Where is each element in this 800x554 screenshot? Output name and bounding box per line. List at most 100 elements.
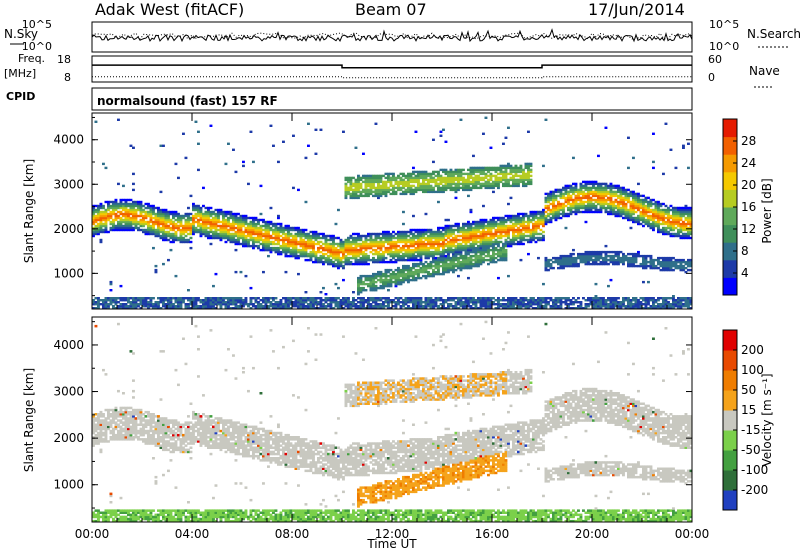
power-cell — [154, 268, 158, 272]
power-cell — [94, 208, 98, 212]
power-cell — [467, 240, 470, 244]
power-cell — [442, 240, 445, 244]
power-cell — [409, 184, 413, 188]
power-cell — [132, 216, 135, 220]
power-cell — [429, 305, 433, 308]
power-cell — [179, 301, 183, 304]
power-cell — [247, 305, 250, 308]
power-cell — [269, 250, 273, 254]
power-cell — [347, 180, 350, 184]
power-cell — [212, 220, 215, 224]
power-cell — [482, 246, 485, 250]
power-cell — [419, 234, 423, 238]
power-cell — [467, 260, 470, 264]
power-cell — [429, 230, 433, 234]
power-cell — [377, 307, 380, 310]
power-cell — [104, 228, 108, 232]
power-cell — [364, 236, 368, 240]
power-cell — [399, 282, 403, 286]
power-cell — [359, 246, 363, 250]
power-cell — [137, 222, 140, 226]
power-cell — [272, 248, 275, 252]
power-cell — [424, 276, 428, 280]
power-cell — [359, 186, 363, 190]
power-cell — [372, 194, 375, 198]
power-cell — [334, 264, 338, 268]
power-cell — [172, 307, 175, 310]
power-cell — [302, 228, 305, 232]
power-cell — [457, 250, 460, 254]
power-cell — [342, 266, 345, 270]
power-cell — [502, 256, 505, 260]
power-cell — [469, 170, 473, 174]
power-cell — [292, 238, 295, 242]
power-cell — [182, 301, 185, 304]
power-cell — [299, 230, 303, 234]
power-cell — [447, 268, 450, 272]
power-cell — [269, 242, 273, 246]
power-cell — [464, 178, 468, 182]
power-cell — [477, 220, 480, 224]
power-cell — [419, 188, 423, 192]
power-cell — [462, 188, 465, 192]
power-cell — [244, 230, 248, 234]
power-cell — [389, 254, 393, 258]
power-cell — [287, 303, 290, 306]
power-cell — [269, 124, 273, 127]
power-cell — [194, 297, 198, 300]
power-cell — [379, 274, 383, 278]
power-cell — [464, 222, 468, 226]
power-cell — [487, 232, 490, 236]
power-cell — [409, 254, 413, 258]
power-cell — [489, 238, 493, 242]
power-cell — [479, 170, 483, 174]
power-cell — [104, 307, 108, 310]
power-cell — [214, 226, 218, 230]
power-cell — [504, 234, 508, 238]
power-cell — [504, 299, 508, 302]
power-cell — [442, 307, 445, 310]
power-cell — [124, 214, 128, 218]
power-cell — [417, 305, 420, 308]
power-cell — [379, 286, 383, 290]
power-cell — [234, 218, 238, 222]
power-cell — [374, 122, 378, 125]
power-cell — [294, 234, 298, 238]
power-cell — [404, 188, 408, 192]
power-cell — [437, 260, 440, 264]
power-cell — [479, 244, 483, 248]
power-cell — [162, 210, 165, 214]
power-cell — [127, 224, 130, 228]
power-cell — [114, 307, 118, 310]
power-cell — [557, 305, 560, 308]
power-cell — [484, 174, 488, 178]
power-cell — [369, 240, 373, 244]
power-cell — [477, 244, 480, 248]
power-cell — [162, 208, 165, 212]
power-cell — [189, 226, 193, 230]
power-cell — [389, 240, 393, 244]
power-cell — [504, 230, 508, 234]
power-cell — [364, 307, 368, 310]
power-cell — [147, 224, 150, 228]
power-cell — [114, 303, 118, 306]
power-cell — [197, 224, 200, 228]
power-cell — [162, 144, 165, 147]
power-cell — [552, 299, 555, 302]
power-cell — [542, 282, 545, 286]
power-cell — [457, 222, 460, 226]
power-cell — [402, 186, 405, 190]
power-cell — [424, 212, 428, 216]
power-cell — [467, 256, 470, 260]
power-cell — [284, 297, 288, 300]
power-cell — [349, 303, 353, 306]
power-cell — [209, 299, 213, 302]
power-cell — [474, 232, 478, 236]
power-cell — [527, 234, 530, 238]
power-cell — [224, 212, 228, 216]
power-cell — [169, 218, 173, 222]
power-cell — [429, 188, 433, 192]
power-cell — [432, 172, 435, 176]
power-cell — [189, 307, 193, 310]
power-cell — [449, 188, 453, 192]
